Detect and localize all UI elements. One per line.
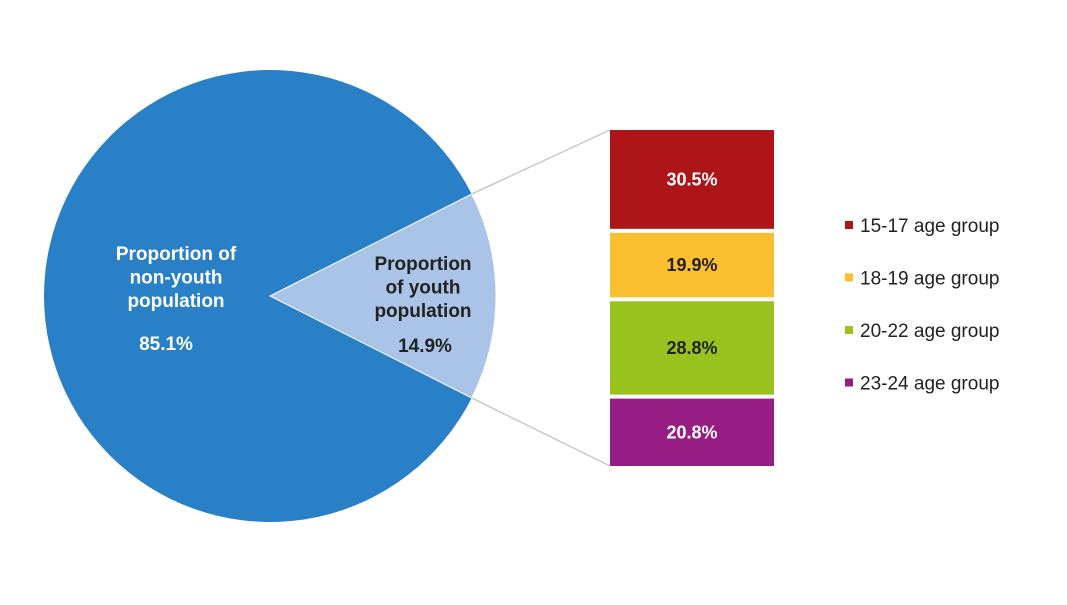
legend-item-18-19-age-group: 18-19 age group (845, 269, 999, 290)
pie-slice-value-label: 85.1% (139, 334, 193, 355)
bar-segment-value-label: 19.9% (666, 255, 717, 275)
connector-lines (471, 129, 611, 467)
legend-label: 20-22 age group (860, 321, 999, 342)
legend-swatch (845, 378, 853, 387)
bar-segment-value-label: 30.5% (666, 169, 717, 189)
legend-item-20-22-age-group: 20-22 age group (845, 321, 999, 342)
legend-item-23-24-age-group: 23-24 age group (845, 374, 999, 395)
bar-segment-value-label: 20.8% (666, 422, 717, 442)
legend-label: 15-17 age group (860, 216, 999, 237)
stacked-bar: 30.5% 19.9% 28.8% 20.8% (610, 130, 774, 466)
bar-segment-20-22-age-group (610, 301, 774, 395)
legend-label: 18-19 age group (860, 269, 999, 290)
legend-item-15-17-age-group: 15-17 age group (845, 216, 999, 237)
legend-label: 23-24 age group (860, 374, 999, 395)
legend-swatch (845, 326, 853, 334)
legend-swatch (845, 273, 853, 282)
pie: Proportion of non-youth population 85.1% Pro… (43, 69, 497, 523)
pie-slice-proportion-of-youth-population (268, 193, 497, 399)
pie-slice-label: Proportion of youth population (374, 254, 471, 322)
bar-segment-23-24-age-group (610, 398, 774, 466)
connector-line-bottom (471, 397, 611, 467)
connector-line-top (471, 129, 611, 195)
pie-slice-proportion-of-non-youth-population (43, 69, 472, 523)
bar-segment-15-17-age-group (610, 130, 774, 229)
bar-segment-18-19-age-group (610, 232, 774, 298)
legend: 15-17 age group 18-19 age group 20-22 age … (845, 216, 999, 395)
pie-slice-value-label: 14.9% (398, 336, 452, 357)
pie-slice-label: Proportion of non-youth population (116, 244, 237, 312)
legend-swatch (845, 221, 853, 229)
bar-segment-value-label: 28.8% (666, 338, 717, 358)
